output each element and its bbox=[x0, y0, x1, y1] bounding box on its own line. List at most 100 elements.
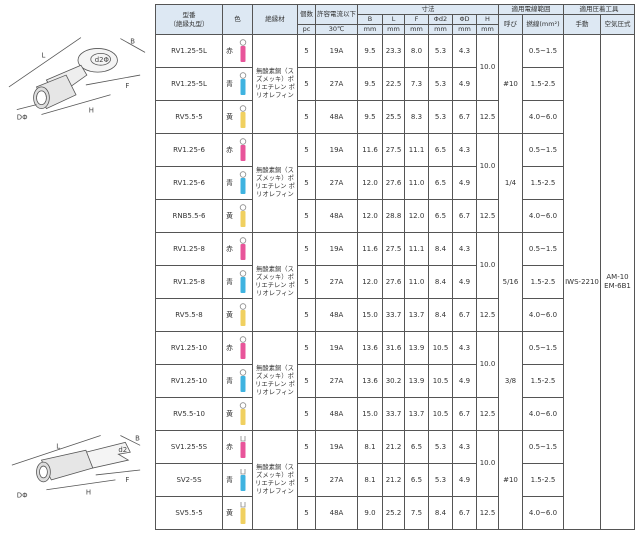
header-H: H bbox=[476, 14, 499, 25]
pneumatic-tool: AM-10 EM-6B1 bbox=[600, 34, 635, 530]
allowable-current: 48A bbox=[315, 496, 358, 530]
model-number: RV1.25-5L bbox=[155, 34, 223, 68]
header-manual: 手動 bbox=[563, 14, 601, 35]
model-number: SV1.25-5S bbox=[155, 430, 223, 464]
insulation-material: 無酸素銅（スズメッキ）ポリエチレン ポリオレフィン bbox=[252, 430, 298, 530]
color-label: 青 bbox=[226, 178, 233, 187]
color-cell: 赤 bbox=[222, 331, 253, 365]
dim-F: 8.3 bbox=[404, 100, 429, 134]
insulation-material: 無酸素銅（スズメッキ）ポリエチレン ポリオレフィン bbox=[252, 232, 298, 332]
dim-F: 6.5 bbox=[404, 430, 429, 464]
dim-F: 7.3 bbox=[404, 67, 429, 101]
dim-H: 10.0 bbox=[476, 331, 499, 398]
color-cell: 青 bbox=[222, 463, 253, 497]
label-H: H bbox=[86, 489, 91, 497]
color-cell: 黄 bbox=[222, 496, 253, 530]
dim-B: 11.6 bbox=[357, 133, 383, 167]
dim-F: 6.5 bbox=[404, 463, 429, 497]
color-label: 青 bbox=[226, 277, 233, 286]
table-row: SV1.25-5S 赤無酸素銅（スズメッキ）ポリエチレン ポリオレフィン 5 19A 8… bbox=[155, 430, 635, 530]
quantity: 5 bbox=[297, 199, 316, 233]
dim-D: 6.7 bbox=[452, 199, 477, 233]
label-F: F bbox=[125, 476, 129, 484]
dim-d2: 8.4 bbox=[428, 265, 453, 299]
allowable-current: 27A bbox=[315, 364, 358, 398]
table-row: RV5.5-10 黄 5 48A 15.0 33.7 13.7 10.5 6.7 12.5 4.0~… bbox=[155, 397, 635, 431]
dim-d2: 6.5 bbox=[428, 199, 453, 233]
manual-tool: IWS-2210 bbox=[563, 34, 601, 530]
stranded-wire-range: 0.5~1.5 bbox=[522, 331, 564, 365]
dim-L: 25.2 bbox=[382, 496, 405, 530]
header-L: L bbox=[382, 14, 405, 25]
color-cell: 赤 bbox=[222, 232, 253, 266]
dim-D: 6.7 bbox=[452, 298, 477, 332]
dim-F: 8.0 bbox=[404, 34, 429, 68]
allowable-current: 27A bbox=[315, 67, 358, 101]
model-number: RV1.25-10 bbox=[155, 331, 223, 365]
table-row: RV1.25-6 青 5 27A 12.0 27.6 11.0 6.5 4.9 1.5-2.5 bbox=[155, 166, 635, 200]
ring-terminal-icon bbox=[239, 39, 247, 62]
color-cell: 赤 bbox=[222, 430, 253, 464]
quantity: 5 bbox=[297, 298, 316, 332]
header-model: 型番 （絶縁丸型） bbox=[155, 4, 223, 35]
nominal-size: #10 bbox=[498, 34, 523, 134]
dim-L: 22.5 bbox=[382, 67, 405, 101]
stranded-wire-range: 0.5~1.5 bbox=[522, 133, 564, 167]
table-row: RV1.25-6 赤無酸素銅（スズメッキ）ポリエチレン ポリオレフィン 5 19A 11… bbox=[155, 133, 635, 233]
dim-D: 4.3 bbox=[452, 331, 477, 365]
fork-terminal-diagram: L B d2 F H DΦ bbox=[11, 434, 141, 500]
model-number: RV1.25-8 bbox=[155, 232, 223, 266]
model-number: RV1.25-6 bbox=[155, 133, 223, 167]
stranded-wire-range: 0.5~1.5 bbox=[522, 34, 564, 68]
unit-mm: mm bbox=[452, 24, 477, 35]
dim-D: 4.9 bbox=[452, 166, 477, 200]
color-cell: 赤 bbox=[222, 34, 253, 68]
quantity: 5 bbox=[297, 34, 316, 68]
ring-terminal-icon bbox=[239, 171, 247, 194]
model-number: SV5.5-5 bbox=[155, 496, 223, 530]
table-row: RNB5.5-6 黄 5 48A 12.0 28.8 12.0 6.5 6.7 12.5 4.0~6… bbox=[155, 199, 635, 233]
quantity: 5 bbox=[297, 133, 316, 167]
quantity: 5 bbox=[297, 100, 316, 134]
quantity: 5 bbox=[297, 232, 316, 266]
dim-H: 12.5 bbox=[476, 100, 499, 134]
dim-L: 28.8 bbox=[382, 199, 405, 233]
stranded-wire-range: 1.5-2.5 bbox=[522, 364, 564, 398]
quantity: 5 bbox=[297, 67, 316, 101]
fork-terminal-icon bbox=[240, 469, 246, 491]
fork-terminal-icon bbox=[240, 502, 246, 524]
stranded-wire-range: 1.5-2.5 bbox=[522, 463, 564, 497]
header-size: 呼び bbox=[498, 14, 523, 35]
dim-H: 12.5 bbox=[476, 298, 499, 332]
dim-d2: 5.3 bbox=[428, 34, 453, 68]
header-qty: 個数 bbox=[297, 4, 316, 25]
model-number: RV5.5-5 bbox=[155, 100, 223, 134]
dim-B: 8.1 bbox=[357, 463, 383, 497]
dim-H: 12.5 bbox=[476, 496, 499, 530]
table-row: RV1.25-5L 赤無酸素銅（スズメッキ）ポリエチレン ポリオレフィン 5 19A 9… bbox=[155, 34, 635, 530]
color-cell: 黄 bbox=[222, 298, 253, 332]
dim-D: 6.7 bbox=[452, 496, 477, 530]
ring-terminal-icon bbox=[239, 204, 247, 227]
stranded-wire-range: 1.5-2.5 bbox=[522, 265, 564, 299]
nominal-size: 5/16 bbox=[498, 232, 523, 332]
model-number: RV5.5-8 bbox=[155, 298, 223, 332]
dim-F: 7.5 bbox=[404, 496, 429, 530]
dim-H: 12.5 bbox=[476, 397, 499, 431]
dim-F: 11.0 bbox=[404, 166, 429, 200]
color-label: 黄 bbox=[226, 112, 233, 121]
color-cell: 青 bbox=[222, 364, 253, 398]
color-label: 赤 bbox=[226, 145, 233, 154]
label-F: F bbox=[125, 82, 129, 90]
table-row: RV5.5-5 黄 5 48A 9.5 25.5 8.3 5.3 6.7 12.5 4.0~6.0 bbox=[155, 100, 635, 134]
dim-B: 11.6 bbox=[357, 232, 383, 266]
header-tools: 適用圧着工具 bbox=[563, 4, 635, 15]
dim-B: 9.5 bbox=[357, 34, 383, 68]
dim-d2: 8.4 bbox=[428, 298, 453, 332]
dim-L: 23.3 bbox=[382, 34, 405, 68]
dim-d2: 8.4 bbox=[428, 496, 453, 530]
unit-mm: mm bbox=[382, 24, 405, 35]
nominal-size: 1/4 bbox=[498, 133, 523, 233]
color-label: 黄 bbox=[226, 409, 233, 418]
model-number: RV1.25-10 bbox=[155, 364, 223, 398]
